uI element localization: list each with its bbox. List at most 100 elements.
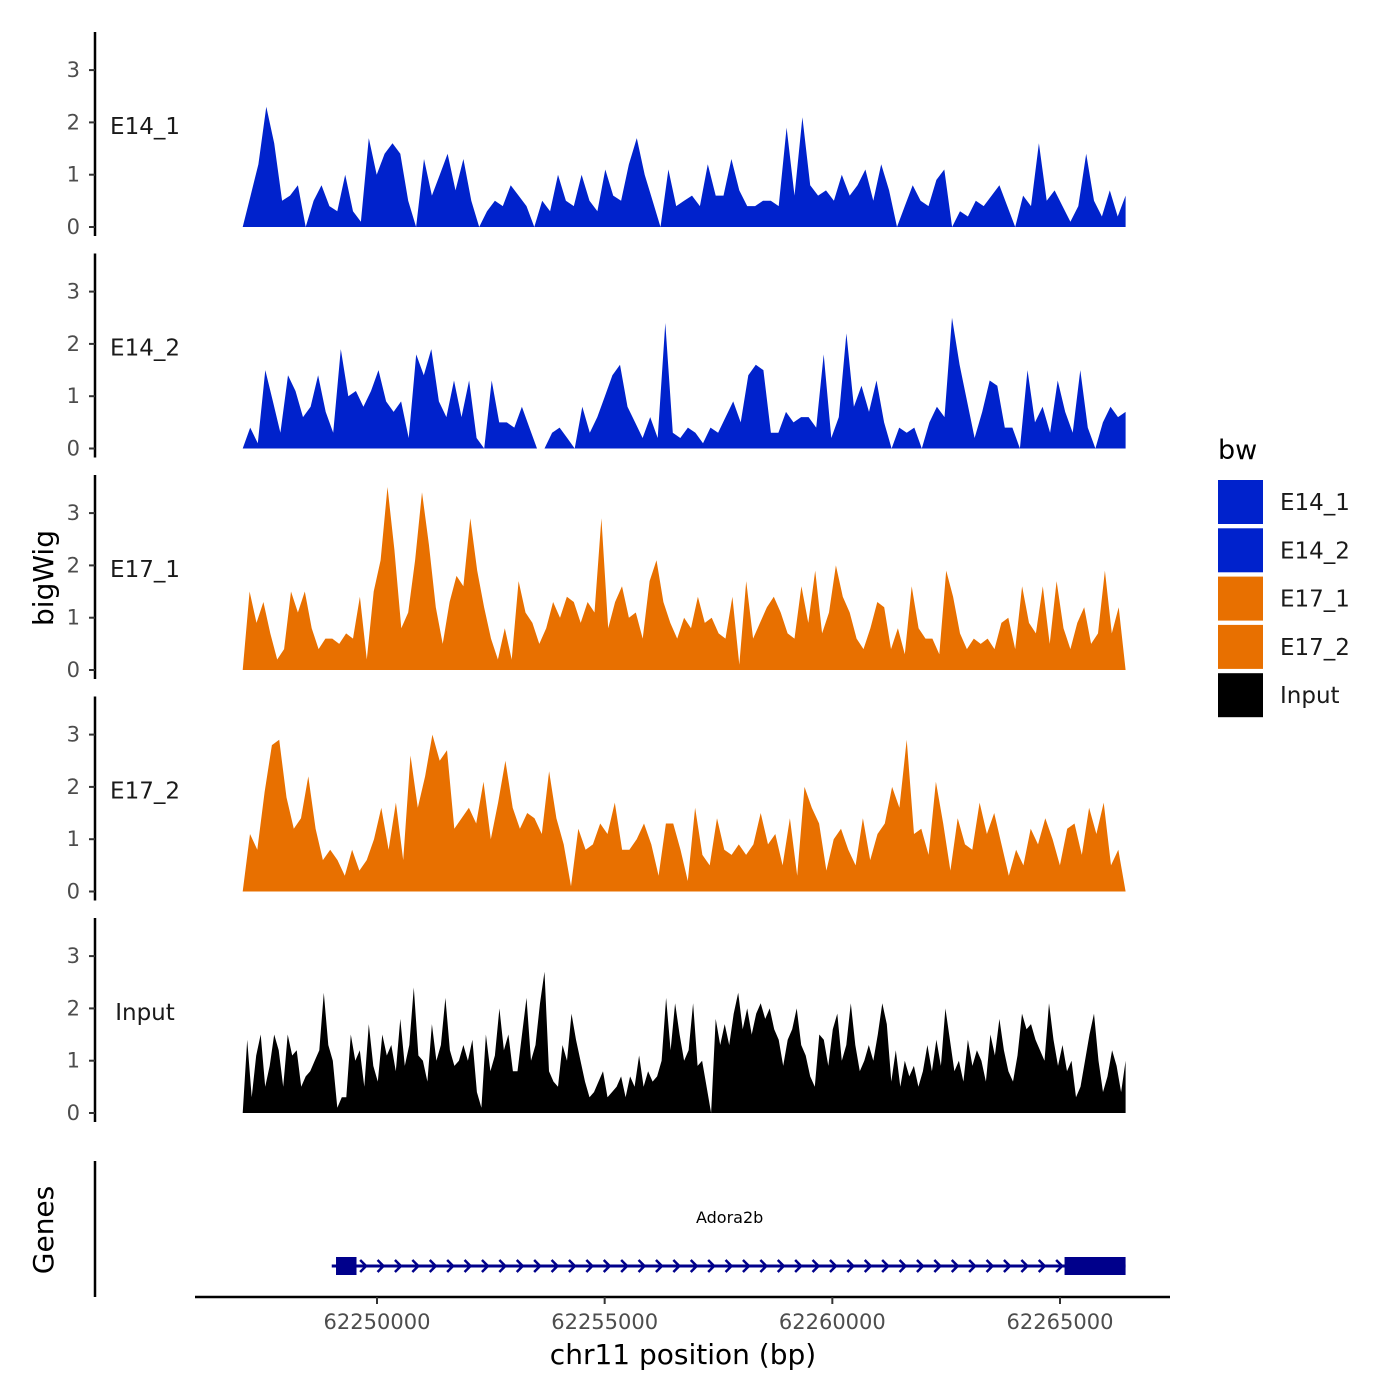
strand-arrow [829, 1259, 838, 1273]
legend-swatch [1218, 673, 1263, 718]
x-tick-label: 62255000 [551, 1310, 658, 1334]
strand-arrow [672, 1259, 682, 1273]
strand-arrow [498, 1259, 508, 1273]
strand-arrow [585, 1259, 595, 1273]
strand-arrow [359, 1259, 368, 1273]
track-e17-2: 0 1 2 3 E17_2 [67, 696, 1126, 904]
strand-arrow [1037, 1259, 1047, 1273]
strand-arrow [550, 1259, 560, 1273]
x-tick-label: 62250000 [324, 1310, 431, 1334]
track-label: E14_2 [110, 336, 180, 362]
y-tick-label: 0 [67, 658, 80, 682]
y-tick-label: 3 [67, 723, 80, 747]
legend-label: E14_2 [1280, 538, 1350, 564]
legend: bw E14_1 E14_2 E17_1 E17_2 Input [1218, 435, 1350, 718]
y-tick-label: 1 [67, 827, 80, 851]
track-e14-2: 0 1 2 3 E14_2 [67, 253, 1126, 461]
y-tick-label: 3 [67, 280, 80, 304]
strand-arrow [863, 1259, 873, 1273]
legend-item-e14-2: E14_2 [1218, 528, 1350, 573]
strand-arrow [916, 1259, 925, 1273]
gene-exon [336, 1257, 357, 1275]
legend-swatch [1218, 528, 1263, 573]
y-tick-label: 0 [67, 1101, 80, 1125]
strand-arrow [707, 1259, 716, 1273]
strand-arrow [950, 1259, 960, 1273]
y-tick-label: 2 [67, 996, 80, 1020]
signal-area-e17-1 [242, 487, 1126, 670]
strand-arrow [968, 1259, 977, 1273]
strand-arrow [602, 1259, 612, 1273]
strand-arrow [898, 1259, 908, 1273]
strand-arrow [655, 1259, 664, 1273]
signal-area-e17-2 [242, 734, 1126, 892]
strand-arrow [481, 1259, 490, 1273]
tracks-layer: 0 1 2 3 E14_1 0 1 2 3 E14_2 0 1 2 3 E17_1 0 1 2 3 E17_2 0 1 2 3… [67, 32, 1126, 1125]
y-tick-label: 2 [67, 553, 80, 577]
track-e14-1: 0 1 2 3 E14_1 [67, 32, 1126, 239]
y-tick-label: 1 [67, 1049, 80, 1073]
strand-arrow [846, 1259, 856, 1273]
legend-label: E14_1 [1280, 490, 1350, 516]
y-axis-title: bigWig [27, 530, 60, 626]
x-tick-label: 62265000 [1007, 1310, 1114, 1334]
y-tick-label: 1 [67, 384, 80, 408]
signal-area-input [242, 971, 1126, 1113]
track-label: Input [115, 1000, 175, 1026]
x-axis-title: chr11 position (bp) [550, 1338, 816, 1371]
legend-swatch [1218, 576, 1263, 621]
y-tick-label: 3 [67, 944, 80, 968]
strand-arrow [933, 1259, 943, 1273]
y-tick-label: 3 [67, 58, 80, 82]
strand-arrow [463, 1259, 473, 1273]
strand-arrow [985, 1259, 995, 1273]
legend-item-e17-2: E17_2 [1218, 624, 1350, 669]
strand-arrow [637, 1259, 647, 1273]
strand-arrow [811, 1259, 821, 1273]
legend-item-e14-1: E14_1 [1218, 480, 1350, 524]
strand-arrow [620, 1259, 629, 1273]
legend-label: Input [1280, 683, 1340, 709]
y-tick-label: 3 [67, 501, 80, 525]
track-e17-1: 0 1 2 3 E17_1 [67, 475, 1126, 682]
strand-arrow [428, 1259, 438, 1273]
y-tick-label: 2 [67, 110, 80, 134]
strand-arrow [776, 1259, 786, 1273]
strand-arrow [533, 1259, 542, 1273]
strand-arrow [759, 1259, 769, 1273]
signal-area-e14-1 [242, 106, 1126, 227]
strand-arrow [515, 1259, 525, 1273]
y-tick-label: 0 [67, 215, 80, 239]
signal-area-e14-2 [242, 317, 1126, 449]
gene-label: Adora2b [696, 1208, 763, 1227]
strand-arrow [411, 1259, 421, 1273]
gene-track: Adora2b [93, 1161, 1126, 1297]
strand-arrow [742, 1259, 751, 1273]
strand-arrow [568, 1259, 577, 1273]
strand-arrow [689, 1259, 699, 1273]
track-label: E17_2 [110, 779, 180, 805]
legend-label: E17_2 [1280, 635, 1350, 661]
y-tick-label: 0 [67, 880, 80, 904]
strand-arrow [794, 1259, 803, 1273]
track-label: E14_1 [110, 114, 180, 140]
strand-arrow [1055, 1259, 1064, 1273]
strand-arrow [1003, 1259, 1012, 1273]
legend-swatch [1218, 624, 1263, 669]
strand-arrow [1020, 1259, 1030, 1273]
track-label: E17_1 [110, 557, 180, 583]
strand-arrow [446, 1259, 455, 1273]
x-tick-label: 62260000 [779, 1310, 886, 1334]
x-axis: 62250000 62255000 62260000 62265000 [195, 1295, 1170, 1334]
y-tick-label: 1 [67, 606, 80, 630]
y-tick-label: 2 [67, 332, 80, 356]
legend-item-e17-1: E17_1 [1218, 576, 1350, 621]
gene-exon [1064, 1257, 1126, 1275]
strand-arrow [881, 1259, 890, 1273]
strand-arrow [394, 1259, 403, 1273]
y-tick-label: 1 [67, 163, 80, 187]
strand-arrow [376, 1259, 386, 1273]
legend-label: E17_1 [1280, 587, 1350, 613]
track-input: 0 1 2 3 Input [67, 918, 1126, 1125]
